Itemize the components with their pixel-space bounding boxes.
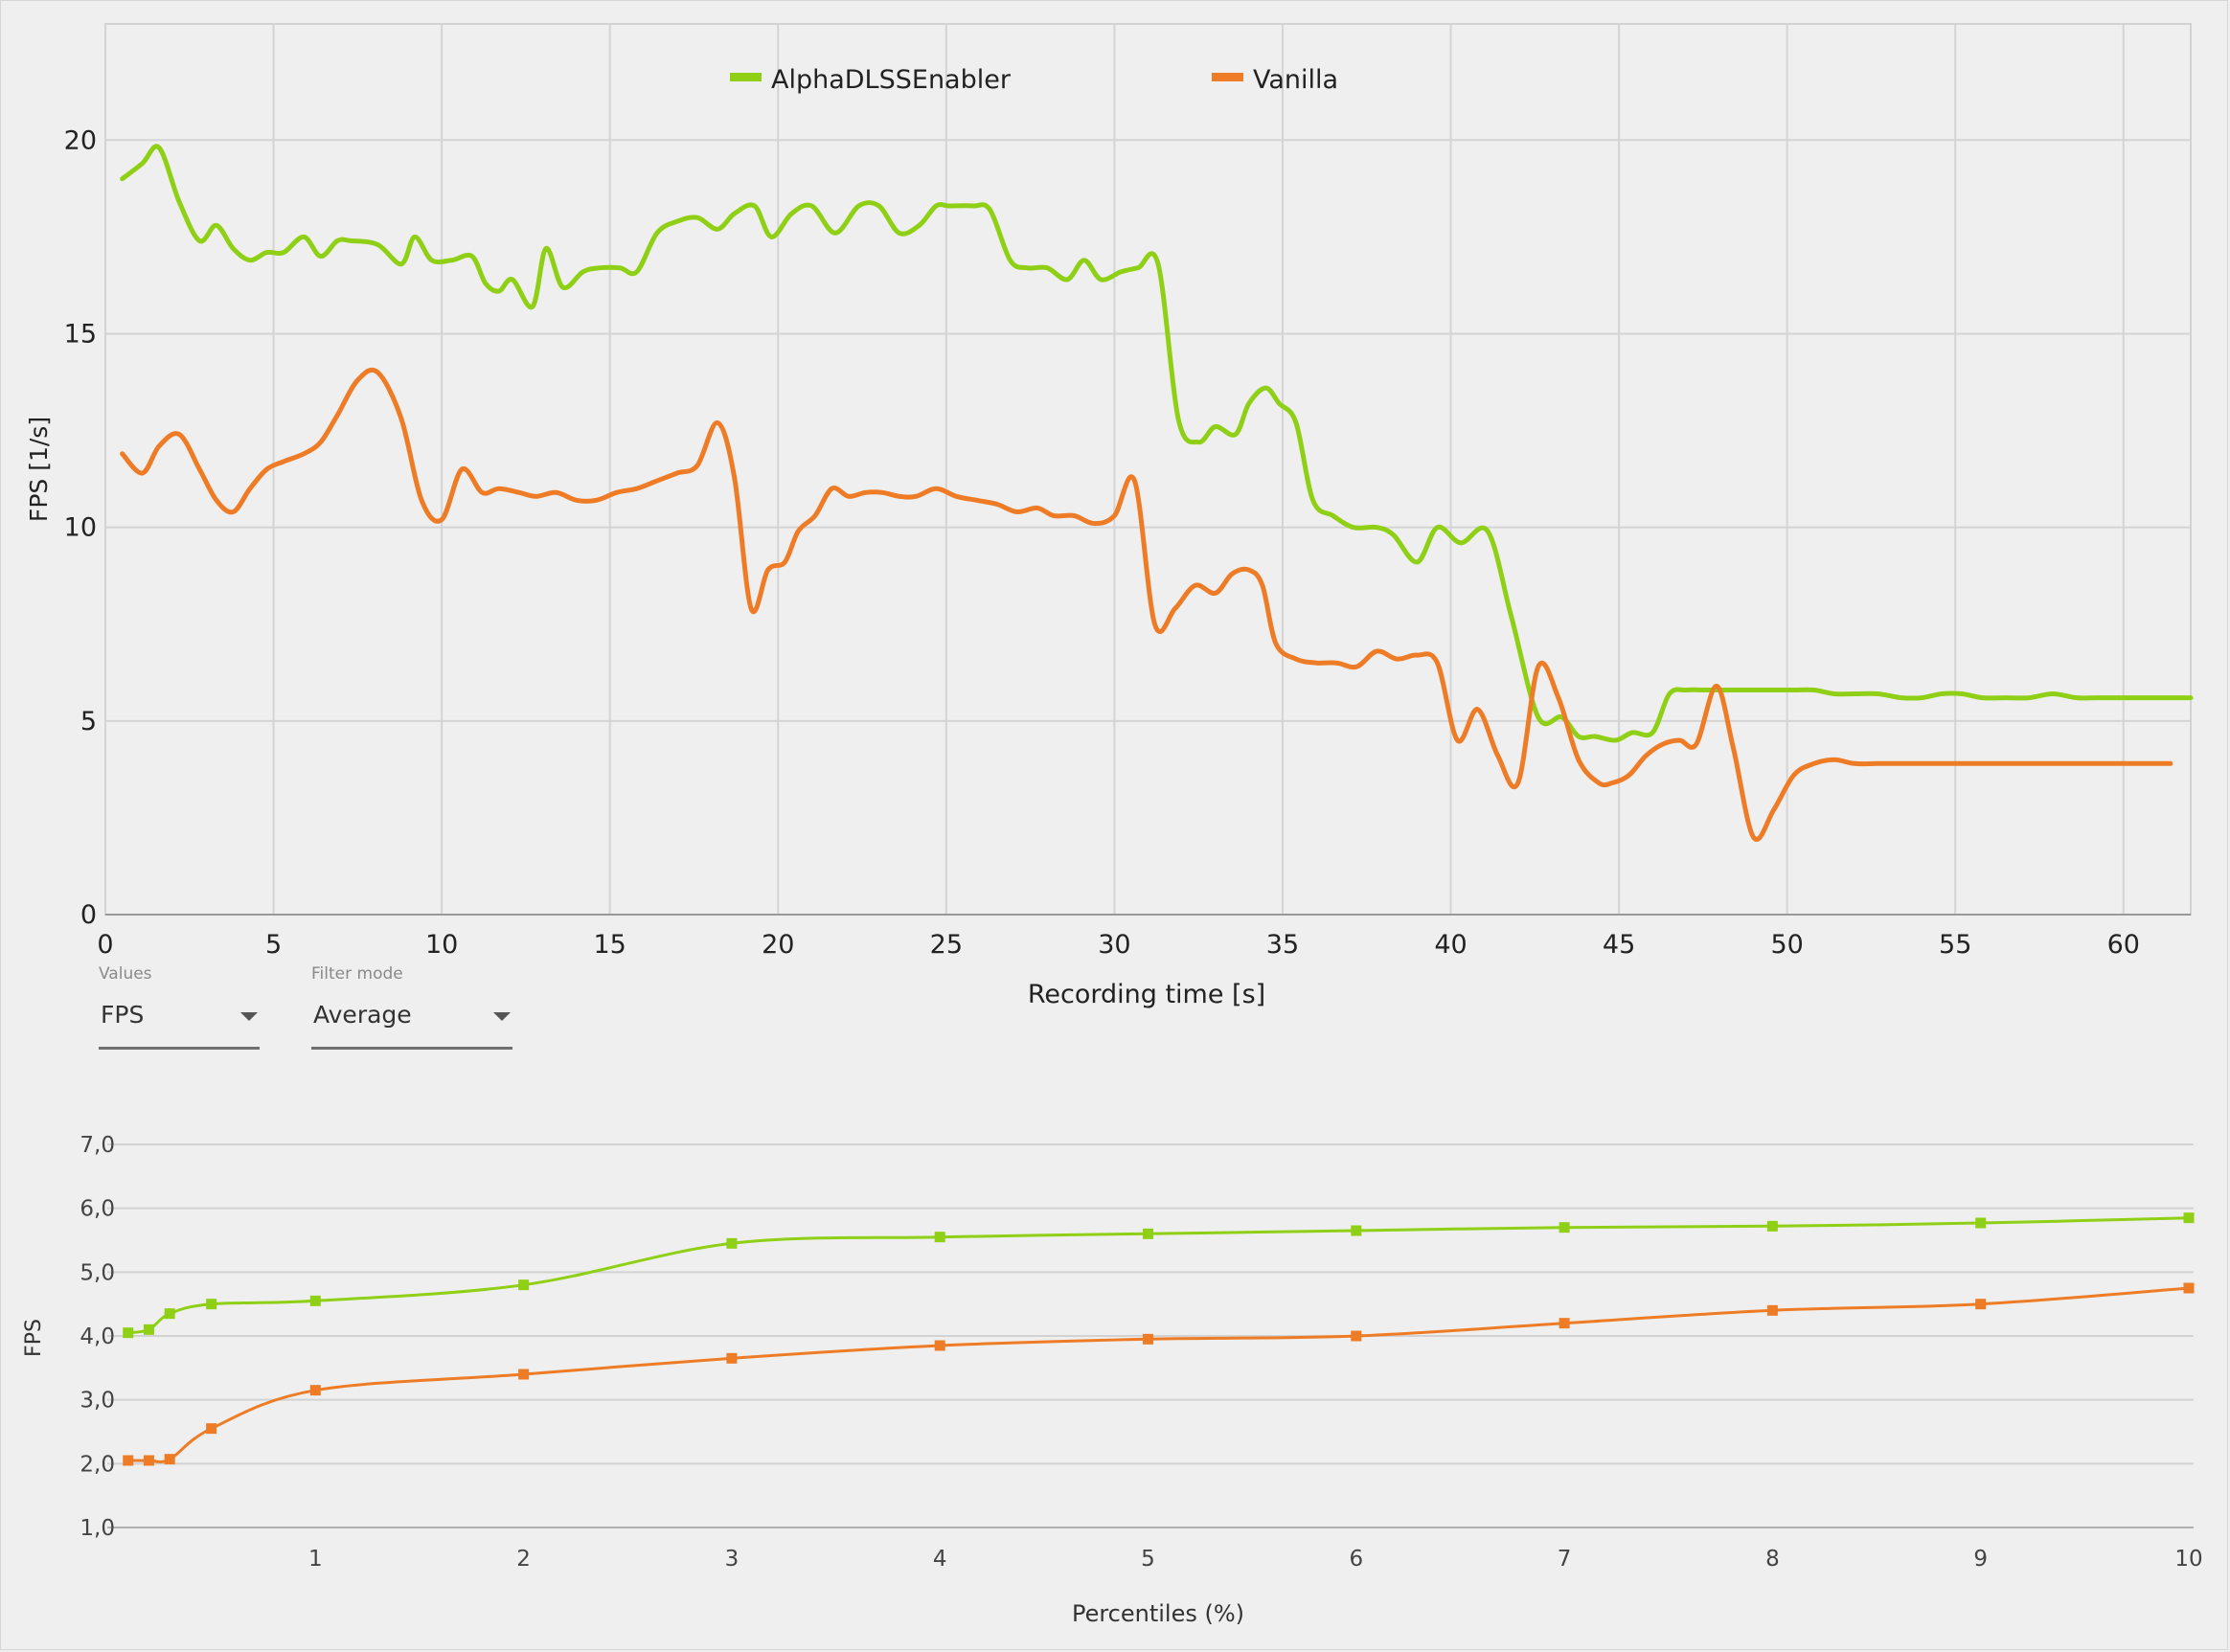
legend-swatch-alphadlssenabler <box>730 73 762 81</box>
bottom-chart-lines <box>123 1212 2195 1466</box>
top-x-tick-label: 40 <box>1434 930 1467 960</box>
top-chart-grid <box>104 23 2192 916</box>
percentile-marker-vanilla <box>518 1369 530 1380</box>
chevron-down-icon <box>240 1012 258 1021</box>
percentile-marker-alphadlssenabler <box>1975 1217 1987 1229</box>
bottom-x-tick-label: 1 <box>308 1547 323 1572</box>
values-select[interactable]: FPS <box>99 993 260 1050</box>
bottom-y-tick-label: 5,0 <box>80 1260 115 1285</box>
bottom-x-tick-label: 8 <box>1765 1547 1780 1572</box>
top-y-tick-label: 20 <box>64 125 97 155</box>
percentile-marker-alphadlssenabler <box>1766 1220 1778 1232</box>
bottom-x-tick-label: 7 <box>1558 1547 1572 1572</box>
top-x-tick-label: 20 <box>762 930 794 960</box>
series-line-alphadlssenabler <box>120 144 2194 743</box>
percentile-marker-alphadlssenabler <box>206 1299 217 1310</box>
bottom-y-tick-label: 2,0 <box>80 1452 115 1477</box>
percentile-line-alphadlssenabler <box>127 1216 2190 1335</box>
filter-mode-selected: Average <box>313 1001 412 1029</box>
bottom-y-tick-label: 7,0 <box>80 1133 115 1158</box>
top-x-tick-label: 0 <box>97 930 113 960</box>
percentile-marker-vanilla <box>206 1423 217 1435</box>
filter-mode-label: Filter mode <box>311 964 403 984</box>
percentile-marker-vanilla <box>143 1455 154 1466</box>
top-x-tick-label: 5 <box>265 930 282 960</box>
top-chart-ticks: 0 5 10 15 20 25 30 35 40 45 50 55 60 0 5 10 15 20 <box>64 125 2140 960</box>
legend-label-alphadlssenabler[interactable]: AlphaDLSSEnabler <box>771 65 1012 95</box>
percentile-line-vanilla <box>127 1286 2190 1463</box>
top-x-tick-label: 30 <box>1098 930 1130 960</box>
top-plot-area <box>104 23 2192 916</box>
top-x-tick-label: 50 <box>1770 930 1803 960</box>
top-x-tick-label: 25 <box>930 930 963 960</box>
top-x-tick-label: 15 <box>594 930 626 960</box>
top-y-tick-label: 10 <box>64 513 97 543</box>
percentile-marker-alphadlssenabler <box>2183 1212 2195 1224</box>
top-y-tick-label: 0 <box>80 900 97 930</box>
bottom-y-tick-label: 1,0 <box>80 1516 115 1541</box>
top-x-tick-label: 60 <box>2107 930 2140 960</box>
bottom-y-tick-label: 3,0 <box>80 1389 115 1414</box>
bottom-y-tick-label: 6,0 <box>80 1197 115 1222</box>
legend-swatch-vanilla <box>1212 73 1243 81</box>
bottom-x-axis-label: Percentiles (%) <box>1072 1600 1244 1627</box>
bottom-x-tick-label: 5 <box>1141 1547 1155 1572</box>
percentile-marker-vanilla <box>1143 1333 1153 1345</box>
top-x-tick-label: 35 <box>1266 930 1299 960</box>
top-y-axis-label: FPS [1/s] <box>25 417 53 522</box>
top-x-tick-label: 45 <box>1603 930 1635 960</box>
chevron-down-icon <box>493 1012 511 1021</box>
percentile-marker-alphadlssenabler <box>934 1232 945 1243</box>
series-line-vanilla <box>120 367 2173 842</box>
percentile-marker-alphadlssenabler <box>518 1279 530 1291</box>
top-y-tick-label: 15 <box>64 319 97 349</box>
fps-over-time-chart: 0 5 10 15 20 25 30 35 40 45 50 55 60 0 5 10 15 20 AlphaDL… <box>25 23 2194 1009</box>
percentiles-chart: 1,0 2,0 3,0 4,0 5,0 6,0 7,0 1 2 3 4 5 6 7 8 9 10 Percent… <box>22 1133 2203 1627</box>
percentile-marker-alphadlssenabler <box>164 1308 175 1320</box>
top-x-axis-label: Recording time [s] <box>1028 980 1265 1009</box>
percentile-marker-vanilla <box>726 1352 738 1364</box>
top-chart-legend[interactable]: AlphaDLSSEnabler Vanilla <box>730 65 1338 95</box>
bottom-x-tick-label: 2 <box>516 1547 531 1572</box>
percentile-marker-vanilla <box>164 1454 175 1465</box>
filter-mode-select[interactable]: Average <box>311 993 512 1050</box>
percentile-marker-vanilla <box>1975 1299 1987 1310</box>
percentile-marker-vanilla <box>309 1385 321 1396</box>
percentile-marker-alphadlssenabler <box>309 1295 321 1306</box>
bottom-y-axis-label: FPS <box>22 1319 46 1357</box>
bottom-x-tick-label: 4 <box>933 1547 947 1572</box>
top-x-tick-label: 10 <box>425 930 458 960</box>
top-chart-lines <box>120 144 2194 842</box>
percentile-marker-alphadlssenabler <box>726 1237 738 1249</box>
values-dropdown-label: Values <box>99 964 152 984</box>
top-y-tick-label: 5 <box>80 707 97 736</box>
bottom-x-tick-label: 9 <box>1973 1547 1988 1572</box>
bottom-chart-ticks: 1,0 2,0 3,0 4,0 5,0 6,0 7,0 1 2 3 4 5 6 7 8 9 10 <box>80 1133 2202 1572</box>
percentile-marker-alphadlssenabler <box>143 1324 154 1335</box>
percentile-marker-alphadlssenabler <box>1559 1222 1570 1233</box>
bottom-y-tick-label: 4,0 <box>80 1324 115 1349</box>
percentile-marker-vanilla <box>1766 1304 1778 1316</box>
legend-label-vanilla[interactable]: Vanilla <box>1253 65 1338 95</box>
percentile-marker-vanilla <box>2183 1282 2195 1294</box>
percentile-marker-vanilla <box>123 1455 134 1466</box>
values-selected: FPS <box>101 1001 145 1029</box>
percentile-marker-vanilla <box>934 1340 945 1351</box>
bottom-x-tick-label: 6 <box>1349 1547 1363 1572</box>
percentile-marker-alphadlssenabler <box>1351 1225 1362 1236</box>
top-x-tick-label: 55 <box>1939 930 1971 960</box>
percentile-marker-alphadlssenabler <box>1143 1228 1153 1239</box>
percentile-marker-alphadlssenabler <box>123 1327 134 1339</box>
percentile-marker-vanilla <box>1351 1330 1362 1342</box>
bottom-x-tick-label: 3 <box>725 1547 740 1572</box>
percentile-marker-vanilla <box>1559 1318 1570 1329</box>
bottom-x-tick-label: 10 <box>2174 1547 2202 1572</box>
